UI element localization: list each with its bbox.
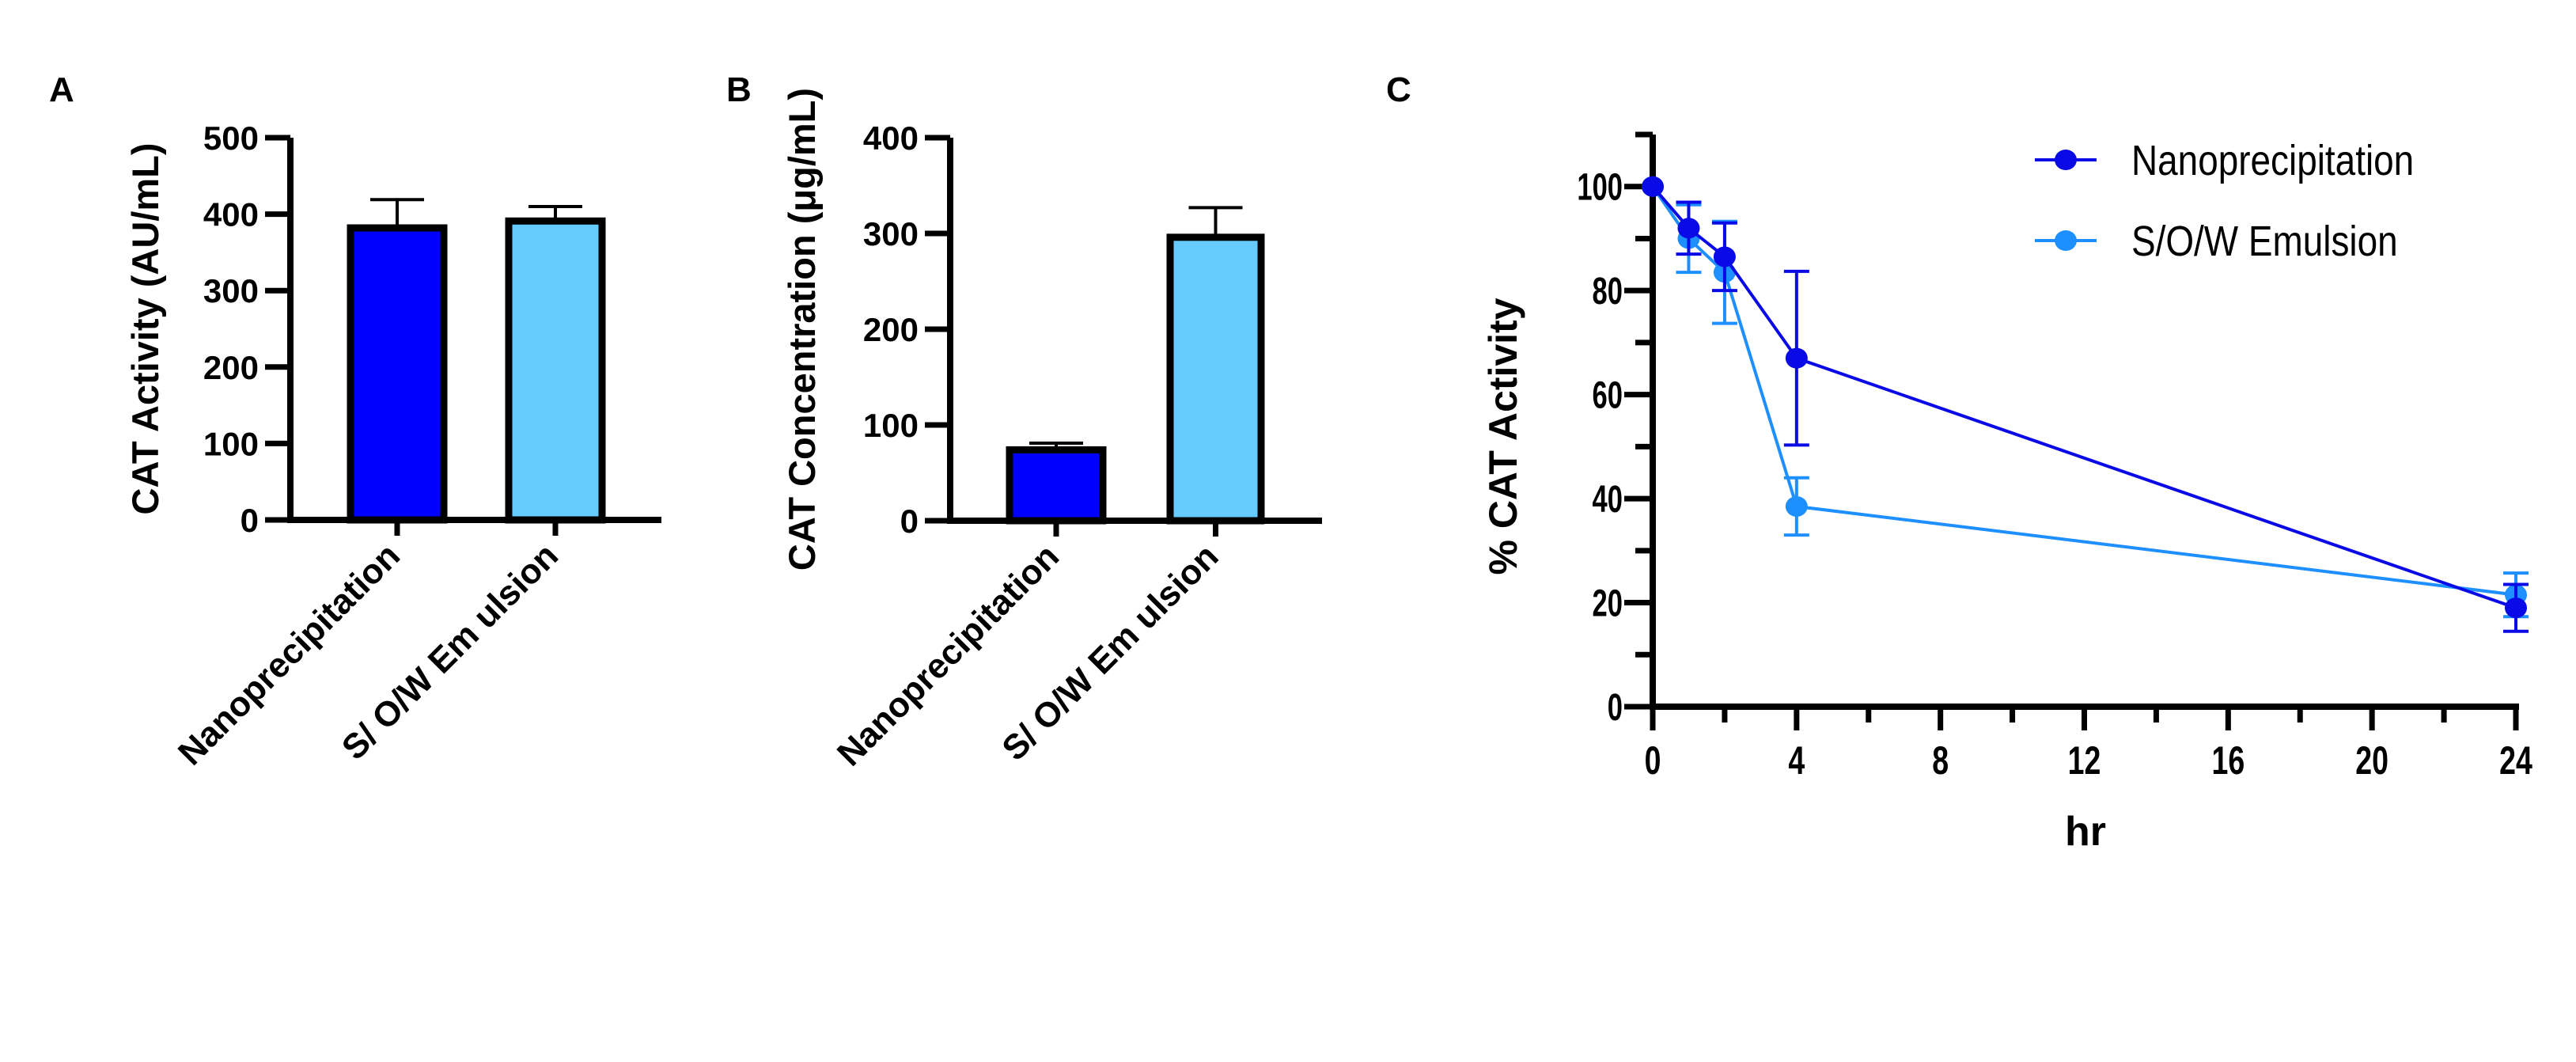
bar: [1166, 233, 1265, 525]
x-tick-label: 4: [1788, 739, 1805, 783]
x-tick-label: 20: [2355, 739, 2388, 783]
data-point: [1713, 246, 1736, 267]
panel-label-a: A: [49, 70, 74, 109]
y-tick-label: 40: [1593, 477, 1623, 520]
x-tick-label: 16: [2211, 739, 2245, 783]
data-point: [1642, 176, 1664, 197]
x-tick-label: 24: [2499, 739, 2532, 783]
panel-c-line-chart: 0 20 40 60 80 100 0 4 8 12 16 20 24 hr % CAT Activity N…: [1481, 131, 2532, 855]
y-axis-title: CAT Activity (AU/mL): [124, 143, 166, 515]
y-tick-label: 80: [1593, 270, 1623, 313]
legend-label: Nanoprecipitation: [2131, 137, 2414, 184]
y-tick-label: 100: [203, 425, 259, 462]
legend-marker: [2055, 230, 2077, 251]
y-tick-label: 0: [1608, 685, 1623, 728]
y-tick-label: 500: [203, 119, 259, 157]
legend-label: S/O/W Emulsion: [2131, 218, 2398, 265]
y-axis-title: % CAT Activity: [1481, 298, 1525, 575]
y-tick-label: 20: [1593, 582, 1623, 624]
legend-marker: [2055, 150, 2077, 170]
y-tick-label: 200: [863, 311, 919, 348]
data-point: [2505, 597, 2527, 619]
y-tick-label: 400: [863, 119, 919, 157]
y-tick-label: 0: [241, 502, 259, 539]
bar: [347, 224, 448, 524]
y-tick-label: 100: [1577, 165, 1623, 208]
bar: [505, 217, 606, 524]
data-point: [1677, 218, 1700, 239]
y-axis-title: CAT Concentration (μg/mL): [781, 88, 823, 571]
y-tick-label: 100: [863, 407, 919, 444]
panel-label-c: C: [1386, 70, 1411, 109]
panel-label-b: B: [726, 70, 752, 109]
x-tick-label: 8: [1932, 739, 1949, 783]
data-point: [1785, 347, 1808, 369]
legend: Nanoprecipitation S/O/W Emulsion: [2035, 137, 2414, 265]
y-tick-label: 300: [863, 215, 919, 252]
y-tick-label: 400: [203, 196, 259, 233]
y-tick-label: 60: [1593, 374, 1623, 416]
bar: [1006, 446, 1107, 525]
x-axis-title: hr: [2065, 809, 2106, 855]
x-tick-label: 12: [2068, 739, 2101, 783]
series-nanoprecipitation: [1642, 176, 2529, 633]
data-point: [1785, 495, 1808, 517]
y-tick-label: 0: [900, 503, 919, 540]
y-tick-label: 200: [203, 349, 259, 386]
x-tick-label: 0: [1645, 739, 1661, 783]
y-tick-label: 300: [203, 272, 259, 309]
